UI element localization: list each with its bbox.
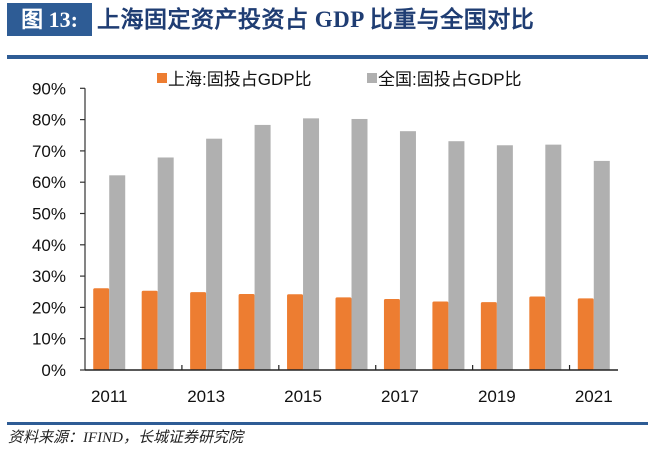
x-tick-label: 2013 [187, 387, 225, 406]
bar-shanghai-2020 [529, 296, 546, 370]
x-tick-label: 2021 [575, 387, 613, 406]
y-tick-label: 70% [32, 142, 66, 161]
y-axis: 0% 10% 20% 30% 40% 50% 60% 70% 80% 90% [32, 79, 86, 380]
y-tick-label: 40% [32, 236, 66, 255]
bar-chart: 上海:固投占GDP比 全国:固投占GDP比 0% 10% 20% 30% 40% 50% 6… [32, 70, 618, 406]
bar-shanghai-2015 [287, 294, 304, 370]
bar-shanghai-2011 [93, 288, 110, 370]
legend: 上海:固投占GDP比 全国:固投占GDP比 [157, 70, 522, 89]
legend-swatch-shanghai [157, 73, 167, 83]
y-tick-label: 80% [32, 111, 66, 130]
bar-shanghai-2012 [141, 290, 158, 370]
bar-shanghai-2018 [432, 301, 449, 370]
figure-label: 图 13: [7, 3, 92, 36]
y-tick-label: 90% [32, 79, 66, 98]
bar-national-2012 [157, 157, 174, 370]
bar-national-2021 [593, 160, 610, 370]
bar-national-2011 [109, 175, 126, 370]
bar-shanghai-2014 [238, 293, 255, 370]
bar-national-2019 [496, 145, 513, 370]
bar-shanghai-2013 [190, 292, 207, 370]
x-tick-label: 2011 [91, 387, 128, 406]
bar-shanghai-2021 [577, 298, 594, 370]
legend-label-shanghai: 上海:固投占GDP比 [168, 70, 312, 89]
bars [93, 118, 610, 371]
y-tick-label: 60% [32, 173, 66, 192]
bar-national-2015 [303, 118, 320, 371]
bar-national-2020 [545, 144, 562, 370]
x-tick-label: 2019 [478, 387, 516, 406]
y-tick-label: 20% [32, 298, 66, 317]
bottom-rule [7, 422, 648, 425]
y-tick-label: 0% [41, 361, 66, 380]
legend-swatch-national [367, 73, 377, 83]
top-rule [7, 55, 648, 59]
y-tick-label: 50% [32, 205, 66, 224]
bar-shanghai-2016 [335, 297, 352, 370]
bar-national-2016 [351, 118, 368, 370]
figure-title: 上海固定资产投资占 GDP 比重与全国对比 [97, 7, 535, 32]
y-tick-label: 30% [32, 267, 66, 286]
x-tick-label: 2015 [284, 387, 322, 406]
bar-national-2018 [448, 141, 465, 370]
source-note: 资料来源：IFIND，长城证券研究院 [8, 430, 243, 446]
bar-national-2013 [206, 138, 223, 370]
y-tick-label: 10% [32, 330, 66, 349]
x-tick-label: 2017 [381, 387, 419, 406]
bar-national-2014 [254, 124, 271, 371]
x-axis: 2011 2013 2015 2017 2019 2021 [85, 365, 618, 406]
bar-shanghai-2017 [383, 298, 400, 370]
bar-national-2017 [399, 131, 416, 370]
legend-label-national: 全国:固投占GDP比 [378, 70, 522, 89]
bar-shanghai-2019 [480, 302, 497, 370]
